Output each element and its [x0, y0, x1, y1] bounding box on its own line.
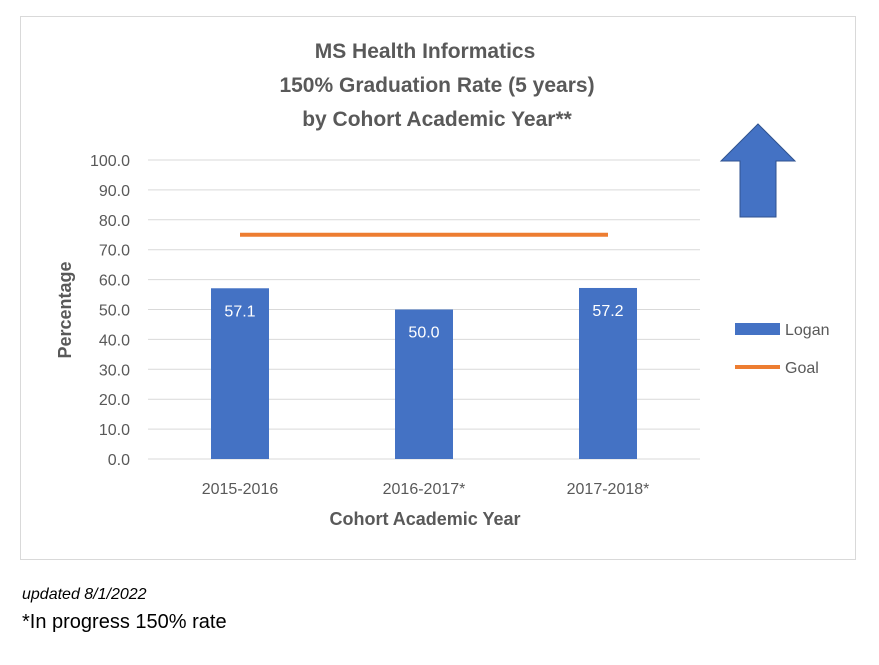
x-tick-labels: 2015-2016 2016-2017* 2017-2018* — [202, 481, 650, 498]
y-tick-label: 50.0 — [99, 303, 130, 320]
legend-swatch-logan — [735, 323, 780, 335]
legend-label-logan: Logan — [785, 322, 830, 339]
x-tick-label: 2017-2018* — [567, 481, 650, 498]
y-tick-label: 60.0 — [99, 273, 130, 290]
chart-title-line-1: MS Health Informatics — [315, 40, 536, 63]
updated-note: updated 8/1/2022 — [22, 586, 147, 603]
chart-title: MS Health Informatics 150% Graduation Ra… — [279, 40, 594, 131]
chart-title-line-3: by Cohort Academic Year** — [302, 108, 572, 131]
y-tick-label: 40.0 — [99, 332, 130, 349]
legend-label-goal: Goal — [785, 360, 819, 377]
bar-data-label: 50.0 — [408, 325, 439, 342]
bar-data-label: 57.1 — [224, 303, 255, 320]
legend: Logan Goal — [735, 322, 830, 377]
y-tick-label: 90.0 — [99, 183, 130, 200]
y-tick-label: 100.0 — [90, 153, 130, 170]
in-progress-note: *In progress 150% rate — [22, 611, 227, 633]
y-tick-label: 80.0 — [99, 213, 130, 230]
y-tick-label: 20.0 — [99, 392, 130, 409]
bars: 57.1 50.0 57.2 — [211, 287, 637, 459]
bar — [395, 309, 453, 459]
x-tick-label: 2016-2017* — [383, 481, 466, 498]
y-tick-label: 30.0 — [99, 362, 130, 379]
bar — [211, 288, 269, 459]
x-tick-label: 2015-2016 — [202, 481, 279, 498]
bar-data-label: 57.2 — [592, 303, 623, 320]
x-axis-title: Cohort Academic Year — [329, 509, 520, 529]
up-arrow-icon — [719, 123, 797, 218]
chart-title-line-2: 150% Graduation Rate (5 years) — [279, 74, 594, 97]
y-tick-label: 0.0 — [108, 452, 130, 469]
y-tick-label: 70.0 — [99, 243, 130, 260]
y-tick-labels: 0.0 10.0 20.0 30.0 40.0 50.0 60.0 70.0 80.0 90.0 1… — [90, 153, 130, 469]
chart-frame — [20, 16, 856, 560]
y-tick-label: 10.0 — [99, 422, 130, 439]
y-axis-title: Percentage — [55, 261, 75, 358]
bar — [579, 287, 637, 459]
